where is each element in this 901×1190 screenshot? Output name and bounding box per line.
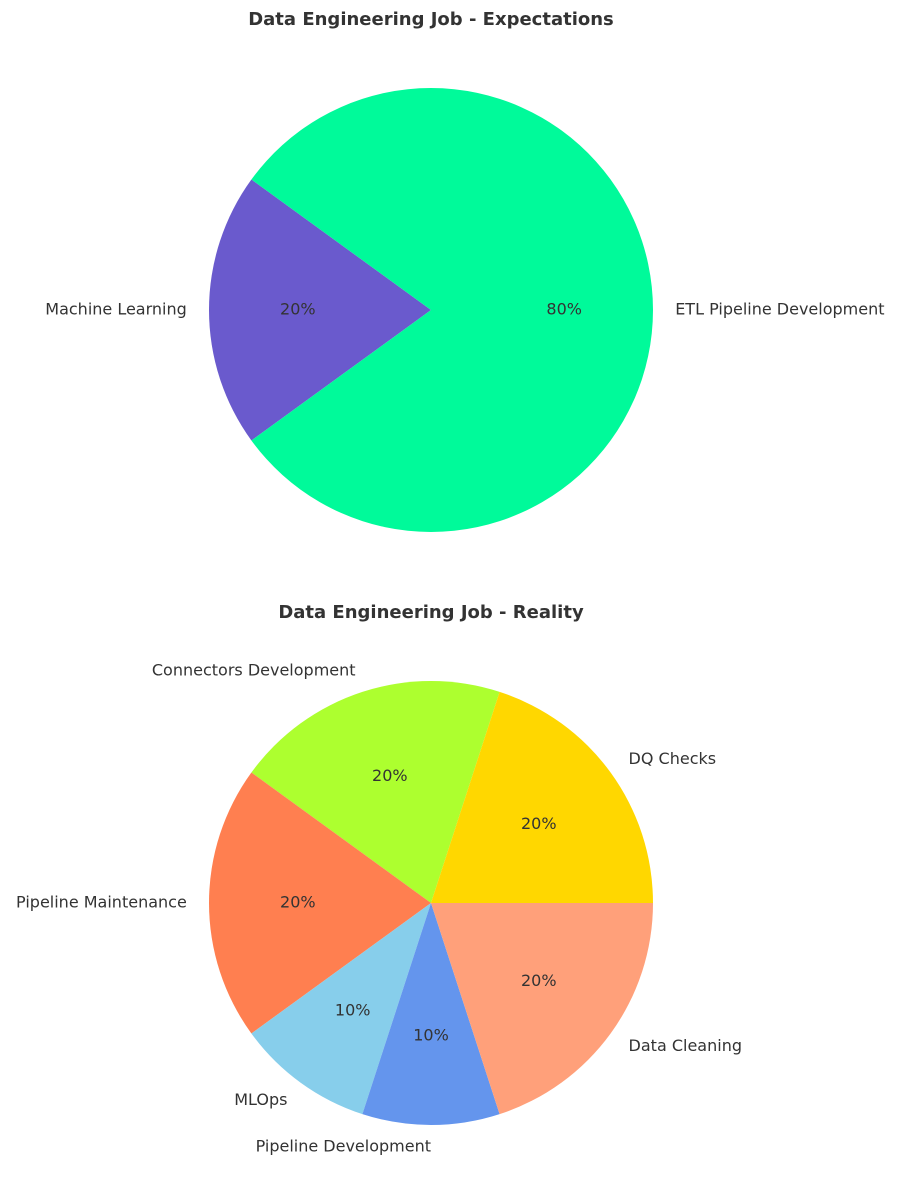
slice-percent-pipeline-maintenance: 20%: [280, 893, 316, 912]
pie-slice-connectors-development: [251, 681, 500, 903]
slice-percent-connectors-development: 20%: [372, 766, 408, 785]
slice-percent-pipeline-development: 10%: [413, 1026, 449, 1045]
pie-slice-pipeline-development: [362, 903, 500, 1125]
slice-label-mlops: MLOps: [234, 1090, 287, 1109]
slice-percent-etl-pipeline-development: 80%: [546, 300, 582, 319]
slice-label-pipeline-development: Pipeline Development: [256, 1137, 431, 1156]
pie-slices: [209, 88, 654, 533]
pie-slice-data-cleaning: [431, 903, 653, 1115]
slice-label-pipeline-maintenance: Pipeline Maintenance: [16, 893, 187, 912]
slice-percent-data-cleaning: 20%: [521, 971, 557, 990]
chart-title: Data Engineering Job - Expectations: [248, 9, 614, 30]
pie-chart-reality: Data Engineering Job - Reality Connector…: [16, 602, 742, 1156]
pie-chart-expectations: Data Engineering Job - Expectations Mach…: [45, 9, 884, 533]
pie-labels: Machine Learning 20% ETL Pipeline Developm…: [45, 300, 884, 319]
pie-slice-machine-learning: [209, 179, 431, 441]
slice-label-machine-learning: Machine Learning: [45, 300, 187, 319]
slice-label-dq-checks: DQ Checks: [629, 749, 717, 768]
slice-label-etl-pipeline-development: ETL Pipeline Development: [675, 300, 884, 319]
slice-percent-mlops: 10%: [335, 1000, 371, 1019]
pie-slice-etl-pipeline-development: [251, 88, 654, 533]
pie-labels: Connectors Development 20% Pipeline Mainte…: [16, 660, 742, 1155]
chart-title: Data Engineering Job - Reality: [278, 602, 584, 623]
pie-slice-pipeline-maintenance: [209, 772, 431, 1034]
pie-slice-mlops: [251, 903, 431, 1115]
slice-percent-dq-checks: 20%: [521, 814, 557, 833]
slice-percent-machine-learning: 20%: [280, 300, 316, 319]
slice-label-data-cleaning: Data Cleaning: [629, 1036, 742, 1055]
pie-slice-dq-checks: [431, 691, 653, 903]
slice-label-connectors-development: Connectors Development: [152, 660, 356, 679]
pie-slices: [209, 681, 653, 1125]
